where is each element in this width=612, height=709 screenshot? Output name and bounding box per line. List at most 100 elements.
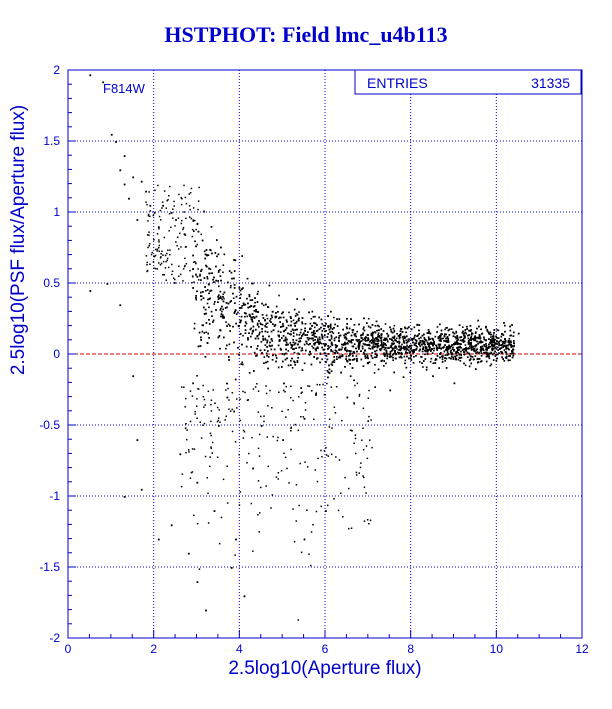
data-point — [258, 320, 260, 322]
data-point — [448, 344, 450, 347]
data-point — [231, 408, 233, 411]
data-point — [495, 347, 497, 350]
data-point — [294, 329, 297, 331]
data-point — [321, 358, 323, 361]
data-point — [338, 356, 340, 359]
data-point — [446, 327, 448, 329]
data-point — [368, 523, 370, 525]
data-point — [444, 328, 446, 331]
data-point — [176, 236, 179, 238]
data-point — [195, 273, 197, 276]
data-point — [285, 341, 288, 344]
data-point — [248, 372, 251, 374]
data-point — [261, 302, 263, 305]
data-point — [242, 390, 244, 393]
data-point — [321, 335, 324, 338]
data-point — [470, 334, 473, 336]
data-point — [280, 331, 282, 333]
data-point — [188, 451, 190, 453]
data-point — [463, 348, 466, 350]
data-point — [366, 356, 369, 359]
data-point — [508, 348, 510, 351]
data-point — [463, 351, 466, 354]
data-point — [227, 323, 230, 326]
data-point — [264, 325, 266, 327]
data-point — [369, 439, 371, 441]
data-point — [471, 332, 474, 335]
data-point — [448, 346, 451, 349]
data-point — [431, 352, 434, 354]
data-point — [358, 323, 360, 326]
data-point — [368, 344, 371, 347]
data-point — [262, 335, 264, 338]
data-point — [404, 336, 407, 338]
data-point — [290, 330, 292, 333]
data-point — [180, 273, 182, 276]
data-point — [338, 339, 340, 342]
data-point — [505, 348, 507, 350]
data-point — [494, 346, 496, 349]
data-point — [208, 323, 211, 325]
data-point — [174, 278, 176, 281]
data-point — [380, 340, 383, 343]
data-point — [375, 320, 378, 323]
data-point — [330, 370, 333, 372]
data-point — [511, 324, 513, 326]
data-point — [300, 416, 302, 418]
data-point — [360, 334, 362, 337]
data-point — [455, 330, 457, 333]
data-point — [386, 357, 389, 360]
x-tick-label: 6 — [322, 642, 329, 656]
data-point — [102, 81, 105, 84]
data-point — [399, 330, 402, 332]
data-point — [185, 202, 188, 205]
data-point — [324, 334, 326, 337]
data-point — [278, 335, 280, 338]
data-point — [480, 347, 482, 350]
data-point — [349, 359, 351, 361]
data-point — [266, 436, 268, 438]
data-point — [465, 347, 467, 349]
data-point — [474, 345, 476, 347]
data-point — [203, 313, 206, 315]
data-point — [439, 337, 442, 339]
data-point — [298, 334, 301, 336]
data-point — [314, 339, 316, 341]
data-point — [132, 176, 135, 179]
data-point — [226, 306, 228, 309]
data-point — [328, 418, 331, 420]
data-point — [445, 347, 448, 349]
data-point — [294, 325, 296, 327]
data-point — [308, 354, 311, 356]
data-point — [301, 369, 304, 371]
data-point — [267, 465, 269, 468]
data-point — [300, 551, 303, 554]
data-point — [508, 338, 511, 340]
data-point — [420, 356, 423, 358]
data-point — [415, 348, 417, 351]
data-point — [452, 331, 454, 334]
data-point — [358, 393, 361, 396]
data-point — [285, 343, 288, 346]
data-point — [306, 337, 309, 339]
data-point — [286, 321, 288, 323]
data-point — [166, 259, 168, 262]
data-point — [298, 353, 301, 355]
data-point — [196, 398, 198, 400]
x-tick-label: 8 — [407, 642, 414, 656]
data-point — [456, 335, 458, 337]
data-point — [206, 289, 209, 291]
data-point — [243, 431, 246, 433]
data-point — [282, 360, 284, 363]
data-point — [400, 347, 403, 349]
data-point — [256, 383, 258, 385]
data-point — [411, 338, 414, 340]
data-point — [370, 342, 373, 344]
data-point — [424, 339, 427, 341]
data-point — [301, 391, 303, 393]
data-point — [378, 335, 380, 338]
data-point — [223, 291, 226, 294]
data-point — [204, 455, 207, 458]
data-point — [366, 519, 369, 521]
data-point — [513, 342, 515, 345]
